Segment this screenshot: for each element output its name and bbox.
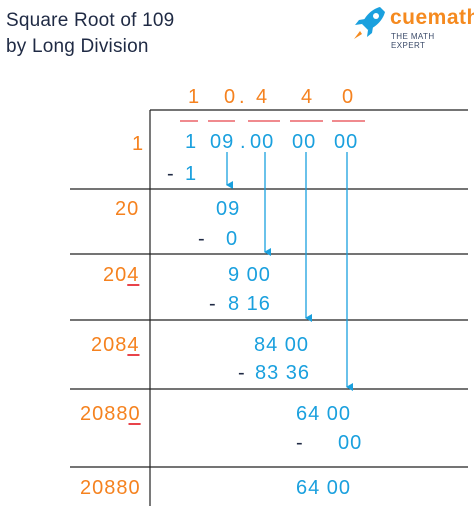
dividend-point: .: [240, 131, 247, 153]
subtrahend: 83 36: [255, 362, 311, 384]
quotient-digit: 0: [342, 86, 355, 108]
minus-sign: -: [167, 163, 175, 185]
subtrahend: 8 16: [228, 293, 271, 315]
dividend-pair: 00: [334, 131, 359, 153]
minus-sign: -: [209, 293, 217, 315]
divisor: 204: [103, 264, 140, 286]
quotient-digit: 0: [224, 86, 237, 108]
quotient-digit: 4: [256, 86, 269, 108]
dividend-pair: 1: [185, 131, 198, 153]
minus-sign: -: [238, 362, 246, 384]
divisor: 20880: [80, 403, 141, 425]
remainder-value: 64 00: [296, 403, 352, 425]
page-title: Square Root of 109: [6, 10, 175, 31]
remainder-value: 84 00: [254, 334, 310, 356]
divisor: 1: [132, 133, 145, 155]
brand-logo: cuemath THE MATH EXPERT: [350, 4, 474, 50]
remainder-value: 9 00: [228, 264, 271, 286]
rocket-icon: [354, 7, 385, 39]
quotient-digit: 4: [301, 86, 314, 108]
dividend-pair: 00: [292, 131, 317, 153]
minus-sign: -: [198, 228, 206, 250]
divisor: 20: [115, 198, 140, 220]
remainder-value: 64 00: [296, 477, 352, 499]
brand-tagline: THE MATH EXPERT: [391, 32, 435, 50]
minus-sign: -: [296, 432, 304, 454]
subtrahend: 0: [226, 228, 239, 250]
subtrahend: 1: [185, 163, 198, 185]
quotient-digit: 1: [188, 86, 201, 108]
remainder-value: 09: [216, 198, 241, 220]
dividend-pair: 00: [250, 131, 275, 153]
divisor: 2084: [91, 334, 140, 356]
brand-name: cuemath: [390, 6, 474, 29]
dividend-pair: 09: [210, 131, 235, 153]
subtrahend: 00: [338, 432, 363, 454]
page-subtitle: by Long Division: [6, 36, 149, 57]
divisor: 20880: [80, 477, 141, 499]
quotient-point: .: [239, 86, 246, 108]
